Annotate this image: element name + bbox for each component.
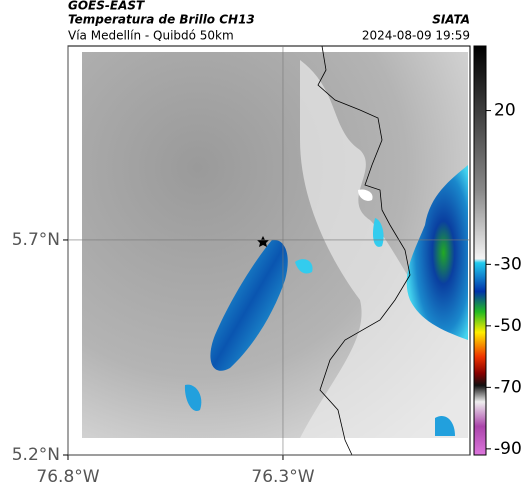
storm-cell [210, 239, 288, 371]
storm-cell [372, 218, 384, 247]
storm-cell [435, 416, 455, 436]
subtitle: Vía Medellín - Quibdó 50km [68, 29, 234, 43]
datetime: 2024-08-09 19:59 [362, 29, 470, 43]
border-line [317, 45, 411, 456]
title: Temperatura de Brillo CH13 [68, 13, 255, 27]
x-tick-label: 76.3°W [251, 467, 314, 487]
map-image [82, 45, 468, 456]
location-star [257, 236, 269, 247]
y-tick-label: 5.7°N [12, 230, 60, 250]
colorbar-label: 20 [494, 101, 516, 121]
colorbar-label: -70 [494, 377, 522, 397]
brand: SIATA [432, 13, 470, 27]
colorbar-label: -50 [494, 316, 522, 336]
source: GOES-EAST [68, 0, 145, 13]
storm-cell [406, 165, 468, 340]
cloud-top [358, 189, 373, 201]
y-tick-label: 5.2°N [12, 445, 60, 465]
x-tick-label: 76.8°W [36, 467, 99, 487]
colorbar-label: -90 [494, 439, 522, 459]
cloud-bright [300, 60, 468, 438]
colorbar-label: -30 [494, 254, 522, 274]
storm-cell [295, 259, 313, 274]
storm-cell [184, 384, 202, 411]
colorbar [473, 45, 487, 456]
